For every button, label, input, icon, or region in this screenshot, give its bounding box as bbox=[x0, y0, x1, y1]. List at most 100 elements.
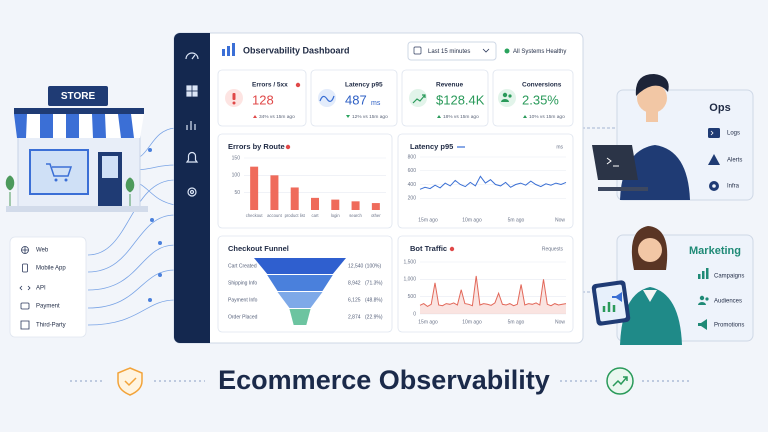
funnel-step bbox=[277, 292, 323, 308]
ops-title: Ops bbox=[709, 102, 730, 114]
marketing-icons bbox=[698, 268, 709, 330]
bar bbox=[250, 166, 259, 210]
funnel-share: (100%) bbox=[365, 263, 381, 269]
channel-label: Third-Party bbox=[36, 323, 66, 329]
store: STORE bbox=[5, 86, 148, 212]
kpi-value: $128.4K bbox=[436, 92, 485, 107]
y-tick-label: 600 bbox=[408, 168, 417, 174]
x-tick-label: login bbox=[331, 213, 341, 218]
x-tick-label: 15m ago bbox=[418, 217, 438, 223]
x-tick-label: Now bbox=[555, 217, 565, 223]
status-dot bbox=[504, 48, 510, 54]
channels-card bbox=[9, 236, 87, 338]
panel bbox=[397, 235, 574, 333]
funnel-step bbox=[289, 309, 311, 325]
kpi-value: 487 bbox=[345, 92, 367, 107]
funnel-step bbox=[267, 275, 333, 291]
ops-item[interactable]: Alerts bbox=[727, 158, 742, 164]
marketing-item[interactable]: Promotions bbox=[714, 323, 744, 329]
x-tick-label: Now bbox=[555, 319, 565, 325]
unit-label: Requests bbox=[542, 246, 564, 252]
panel bbox=[397, 133, 574, 229]
x-tick-label: 5m ago bbox=[508, 319, 525, 325]
panel-title: Bot Traffic bbox=[410, 244, 447, 253]
chevron bbox=[482, 48, 490, 53]
marketing-item[interactable]: Audiences bbox=[714, 299, 742, 305]
kpi-delta: 12% vs 15m ago bbox=[352, 114, 388, 120]
unit-label: ms bbox=[556, 144, 563, 150]
status-dot bbox=[449, 246, 455, 252]
ops-person bbox=[592, 74, 690, 200]
y-tick-label: 500 bbox=[408, 294, 417, 300]
bar bbox=[351, 201, 360, 210]
calendar-icon bbox=[413, 46, 422, 55]
x-tick-label: 5m ago bbox=[508, 217, 525, 223]
channel-icons bbox=[19, 246, 31, 330]
kpi-value: 128 bbox=[252, 92, 274, 107]
kpi-cards: Errors / 5xx 128 34% vs 15m ago Latency … bbox=[217, 69, 574, 127]
time-select[interactable] bbox=[407, 41, 497, 61]
store-sign bbox=[48, 86, 108, 106]
kpi-card bbox=[401, 69, 489, 127]
shield-icon bbox=[117, 367, 143, 396]
x-tick-label: 15m ago bbox=[418, 319, 438, 325]
store-sign-text: STORE bbox=[61, 91, 96, 102]
x-tick-label: account bbox=[267, 213, 283, 218]
channel-label: Web bbox=[36, 248, 49, 254]
growth-icon bbox=[606, 367, 634, 395]
y-tick-label: 150 bbox=[232, 155, 241, 161]
x-tick-label: other bbox=[371, 213, 381, 218]
y-tick-label: 1,500 bbox=[403, 259, 416, 265]
funnel-count: 8,942 bbox=[348, 280, 361, 286]
ops-icon bbox=[708, 154, 720, 165]
header-icon bbox=[222, 43, 235, 56]
dashboard-title: Observability Dashboard bbox=[243, 45, 350, 55]
kpi-card bbox=[310, 69, 398, 127]
bar bbox=[270, 175, 279, 210]
kpi-value: 2.35% bbox=[522, 92, 559, 107]
bar bbox=[311, 197, 319, 210]
kpi-delta: 34% vs 15m ago bbox=[259, 114, 295, 120]
funnel-share: (48.8%) bbox=[365, 297, 383, 303]
funnel-count: 2,874 bbox=[348, 314, 361, 320]
time-range[interactable]: Last 15 minutes bbox=[428, 49, 470, 55]
y-tick-label: 200 bbox=[408, 196, 417, 202]
ops-item[interactable]: Infra bbox=[727, 184, 740, 190]
marketing-title: Marketing bbox=[689, 245, 741, 257]
panel bbox=[217, 133, 393, 229]
sidebar-icons[interactable] bbox=[185, 52, 199, 197]
y-tick-label: 50 bbox=[234, 190, 240, 196]
x-tick-label: 10m ago bbox=[462, 217, 482, 223]
channel-label: Mobile App bbox=[36, 266, 66, 272]
marketing-item[interactable]: Campaigns bbox=[714, 274, 744, 280]
funnel-count: 6,125 bbox=[348, 297, 361, 303]
charts: 50 100 150 checkout account product list cart l… bbox=[228, 154, 567, 325]
funnel-label: Order Placed bbox=[228, 314, 258, 320]
y-tick-label: 0 bbox=[413, 311, 416, 317]
funnel-share: (22.9%) bbox=[365, 314, 383, 320]
funnel-label: Cart Created bbox=[228, 263, 257, 269]
y-tick-label: 400 bbox=[408, 182, 417, 188]
kpi-label: Revenue bbox=[436, 82, 463, 89]
funnel-count: 12,540 bbox=[348, 263, 364, 269]
line bbox=[419, 175, 567, 190]
y-tick-label: 1,000 bbox=[403, 277, 416, 283]
x-tick-label: product list bbox=[285, 213, 306, 218]
x-tick-label: checkout bbox=[246, 213, 264, 218]
bar bbox=[371, 203, 380, 210]
kpi-card bbox=[492, 69, 574, 127]
x-tick-label: cart bbox=[312, 213, 320, 218]
kpi-label: Conversions bbox=[522, 82, 562, 89]
x-tick-label: search bbox=[349, 213, 362, 218]
kpi-unit: ms bbox=[371, 100, 381, 107]
connection-dots bbox=[148, 148, 162, 302]
ops-icon bbox=[708, 128, 720, 138]
ops-item[interactable]: Logs bbox=[727, 131, 740, 137]
kpi-delta: 18% vs 15m ago bbox=[443, 114, 479, 120]
kpi-delta: 10% vs 15m ago bbox=[529, 114, 565, 120]
status-dot bbox=[285, 144, 291, 150]
footer-title: Ecommerce Observability bbox=[218, 365, 550, 395]
kpi-label: Errors / 5xx bbox=[252, 82, 288, 89]
